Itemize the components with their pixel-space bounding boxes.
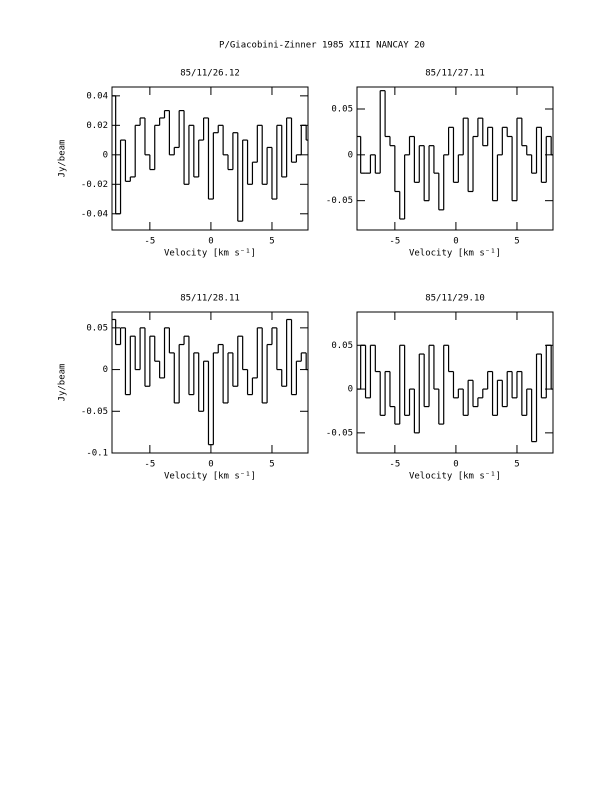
plot-frame [111,311,309,454]
x-tick-label: -5 [144,237,155,247]
y-tick-label: 0 [103,365,108,375]
y-tick-label: -0.02 [81,180,108,190]
y-tick-label: 0.05 [331,341,353,351]
y-axis-label: Jy/beam [58,364,68,402]
x-tick-label: 0 [453,460,458,470]
series [112,95,308,222]
x-tick-label: 0 [208,237,213,247]
panel-title: 85/11/26.12 [180,69,240,79]
x-axis-label: Velocity [km s⁻¹] [164,472,256,482]
series [357,344,553,443]
x-axis-label: Velocity [km s⁻¹] [164,249,256,259]
y-tick-label: 0.05 [86,323,108,333]
plot-frame [356,86,554,231]
panel-title: 85/11/28.11 [180,294,240,304]
x-tick-label: -5 [389,237,400,247]
y-tick-label: 0 [103,150,108,160]
page-title: P/Giacobini-Zinner 1985 XIII NANCAY 20 [219,41,425,51]
y-axis-label: Jy/beam [58,140,68,178]
x-tick-label: 5 [514,237,519,247]
x-tick-label: 5 [269,237,274,247]
y-tick-label: 0.02 [86,121,108,131]
y-tick-label: -0.05 [326,196,353,206]
plot-frame [356,311,554,454]
x-tick-label: 5 [269,460,274,470]
x-tick-label: 0 [208,460,213,470]
x-tick-label: 0 [453,237,458,247]
panel-title: 85/11/29.10 [425,294,485,304]
series [112,318,308,446]
y-tick-label: 0.05 [331,105,353,115]
y-tick-label: -0.1 [86,449,108,459]
plot-frame [111,86,309,231]
panel-title: 85/11/27.11 [425,69,485,79]
x-axis-label: Velocity [km s⁻¹] [409,249,501,259]
x-tick-label: 5 [514,460,519,470]
y-tick-label: 0 [348,150,353,160]
x-tick-label: -5 [389,460,400,470]
y-tick-label: -0.05 [81,407,108,417]
series [357,90,553,220]
x-axis-label: Velocity [km s⁻¹] [409,472,501,482]
y-tick-label: -0.05 [326,428,353,438]
y-tick-label: 0 [348,385,353,395]
y-tick-label: 0.04 [86,91,108,101]
y-tick-label: -0.04 [81,209,108,219]
x-tick-label: -5 [144,460,155,470]
